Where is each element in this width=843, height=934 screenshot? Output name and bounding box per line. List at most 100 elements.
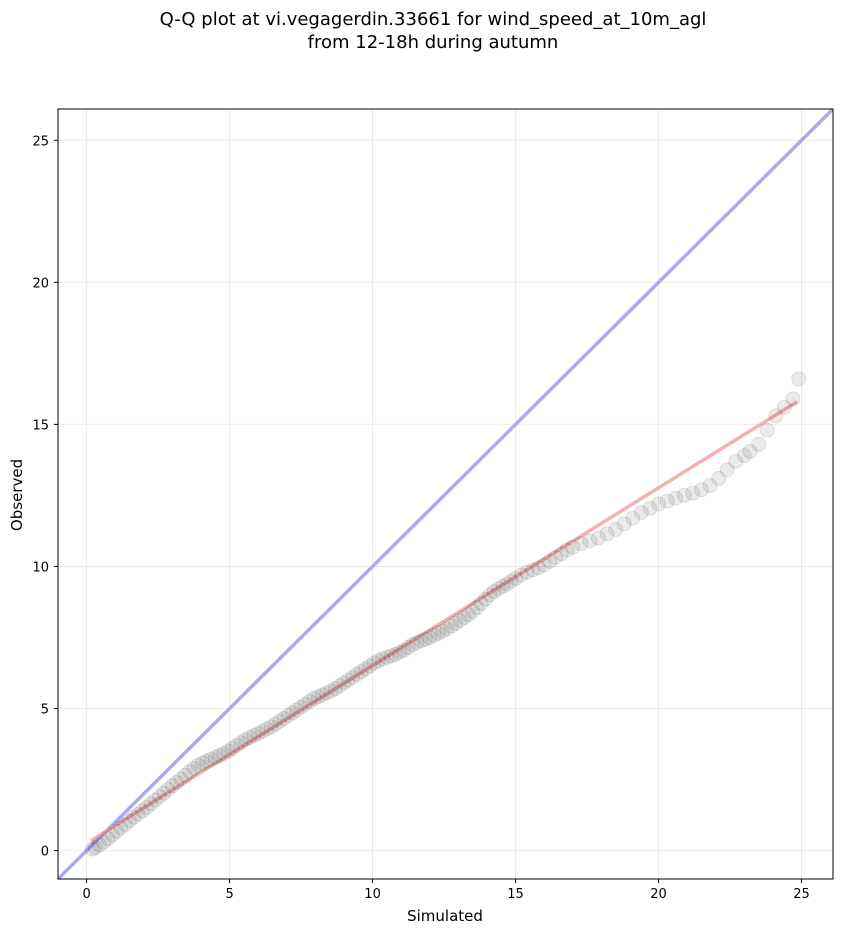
y-tick-label: 25 [32, 134, 49, 149]
data-point [413, 633, 429, 649]
data-point [327, 681, 343, 697]
data-point [250, 726, 266, 742]
data-point [267, 716, 283, 732]
data-point [776, 399, 792, 415]
data-point [293, 699, 309, 715]
data-point [387, 647, 403, 663]
data-point [452, 612, 468, 628]
data-point [651, 496, 667, 512]
data-point [113, 820, 129, 836]
data-point [186, 760, 202, 776]
data-point [164, 778, 180, 794]
data-point [668, 490, 684, 506]
data-point [229, 737, 245, 753]
data-point [693, 482, 709, 498]
data-point [194, 755, 210, 771]
plot-frame [57, 108, 834, 880]
fit-line [89, 400, 799, 843]
data-point [100, 831, 116, 847]
data-point [366, 655, 382, 671]
data-point [553, 546, 569, 562]
data-point [280, 708, 296, 724]
data-point [152, 789, 168, 805]
data-point [422, 629, 438, 645]
data-point [519, 564, 535, 580]
grid [58, 109, 833, 879]
data-point [590, 530, 606, 546]
data-point [486, 583, 502, 599]
data-point [134, 803, 150, 819]
data-point [109, 823, 125, 839]
data-point [336, 675, 352, 691]
data-point [323, 683, 339, 699]
fit-line-group [89, 400, 799, 843]
data-point [469, 600, 485, 616]
data-point [143, 796, 159, 812]
data-point [121, 813, 137, 829]
data-point [719, 462, 735, 478]
data-point [536, 557, 552, 573]
data-point [319, 685, 335, 701]
data-point [233, 735, 249, 751]
data-point [289, 702, 305, 718]
data-point [456, 610, 472, 626]
data-point [565, 539, 581, 555]
data-point [676, 487, 692, 503]
data-point [435, 623, 451, 639]
data-point [785, 391, 801, 407]
y-tick-label: 15 [32, 418, 49, 433]
data-point [478, 591, 494, 607]
data-point [582, 533, 598, 549]
data-point [130, 806, 146, 822]
data-point [216, 745, 232, 761]
data-point [182, 764, 198, 780]
data-point [87, 840, 103, 856]
data-point [203, 751, 219, 767]
data-point [375, 651, 391, 667]
data-point [448, 615, 464, 631]
data-point [473, 595, 489, 611]
data-point [525, 562, 541, 578]
data-point [751, 436, 767, 452]
x-tick-label: 0 [82, 887, 90, 902]
data-point [169, 774, 185, 790]
data-point [443, 618, 459, 634]
y-tick-label: 5 [41, 703, 49, 718]
identity-line [58, 109, 833, 879]
y-axis-label: Observed [8, 459, 26, 531]
x-axis-label: Simulated [407, 907, 483, 925]
data-point [379, 649, 395, 665]
data-point [426, 627, 442, 643]
data-point [728, 453, 744, 469]
y-axis: 0 5 10 15 20 25 [32, 134, 58, 860]
data-point [530, 560, 546, 576]
data-point [430, 625, 446, 641]
data-point [625, 510, 641, 526]
data-point [759, 422, 775, 438]
data-point [405, 637, 421, 653]
data-point [633, 504, 649, 520]
data-point [503, 573, 519, 589]
data-point [490, 581, 506, 597]
data-point [542, 553, 558, 569]
data-point [791, 371, 807, 387]
data-point [237, 732, 253, 748]
data-point [362, 658, 378, 674]
data-point [156, 785, 172, 801]
data-point [482, 587, 498, 603]
data-point [573, 536, 589, 552]
data-point [263, 719, 279, 735]
data-point [126, 809, 142, 825]
data-point [177, 767, 193, 783]
data-point [285, 705, 301, 721]
data-point [349, 666, 365, 682]
data-point [139, 799, 155, 815]
y-tick-label: 10 [32, 560, 49, 575]
data-point [685, 485, 701, 501]
data-point [659, 493, 675, 509]
data-point [276, 710, 292, 726]
data-point [508, 570, 524, 586]
data-point [173, 771, 189, 787]
data-point [353, 664, 369, 680]
